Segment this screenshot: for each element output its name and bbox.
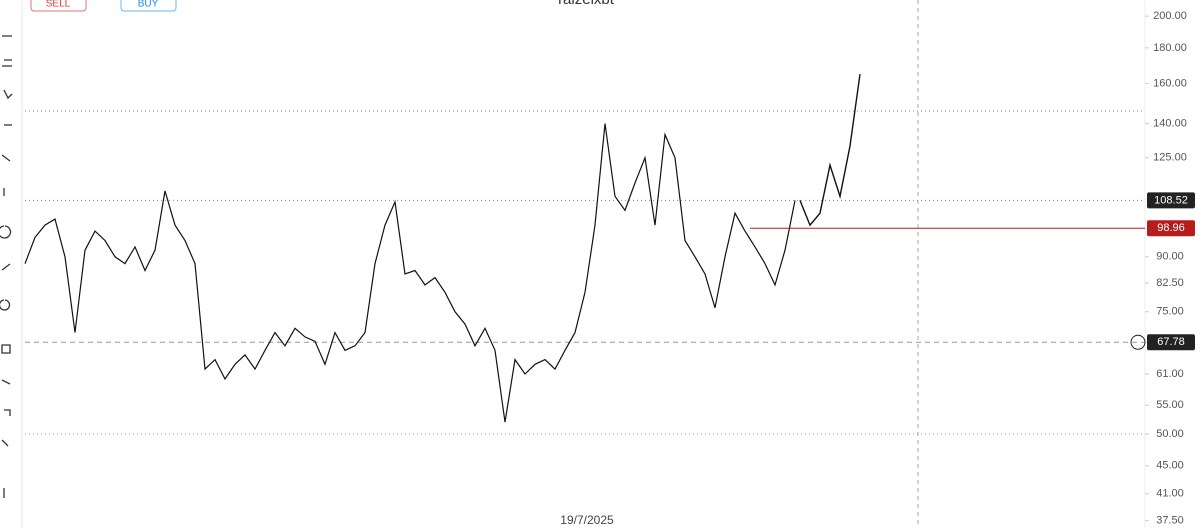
add-icon <box>1130 334 1146 350</box>
y-tick-label: 41.00 <box>1156 488 1184 500</box>
projection-line <box>799 74 861 227</box>
price-label-box <box>1147 192 1195 209</box>
price-line <box>24 123 796 423</box>
y-tick-label: 160.00 <box>1153 77 1187 89</box>
y-tick-label: 45.00 <box>1156 460 1184 472</box>
buy-button[interactable] <box>120 0 177 12</box>
toolbar-icons <box>0 35 13 498</box>
price-label: 67.78 <box>1157 336 1185 348</box>
y-tick-label: 75.00 <box>1156 306 1184 318</box>
price-label-box <box>1147 220 1195 237</box>
price-label: 98.96 <box>1157 222 1185 234</box>
y-tick-label: 180.00 <box>1153 42 1187 54</box>
y-tick-label: 90.00 <box>1156 251 1184 263</box>
price-label-box <box>1147 334 1195 351</box>
x-date-label: 19/7/2025 <box>560 513 614 527</box>
price-label: 108.52 <box>1154 194 1188 206</box>
sell-label[interactable]: SELL <box>46 0 71 10</box>
chart-title: raizelxbt <box>558 0 615 8</box>
sell-button[interactable] <box>30 0 87 12</box>
y-tick-label: 200.00 <box>1153 10 1187 22</box>
y-tick-label: 37.50 <box>1156 515 1184 527</box>
y-tick-label: 140.00 <box>1153 118 1187 130</box>
y-tick-label: 125.00 <box>1153 152 1187 164</box>
y-tick-label: 50.00 <box>1156 428 1184 440</box>
buy-label[interactable]: BUY <box>138 0 159 10</box>
y-tick-label: 61.00 <box>1156 368 1184 380</box>
y-tick-label: 55.00 <box>1156 399 1184 411</box>
y-tick-label: 82.50 <box>1156 277 1184 289</box>
